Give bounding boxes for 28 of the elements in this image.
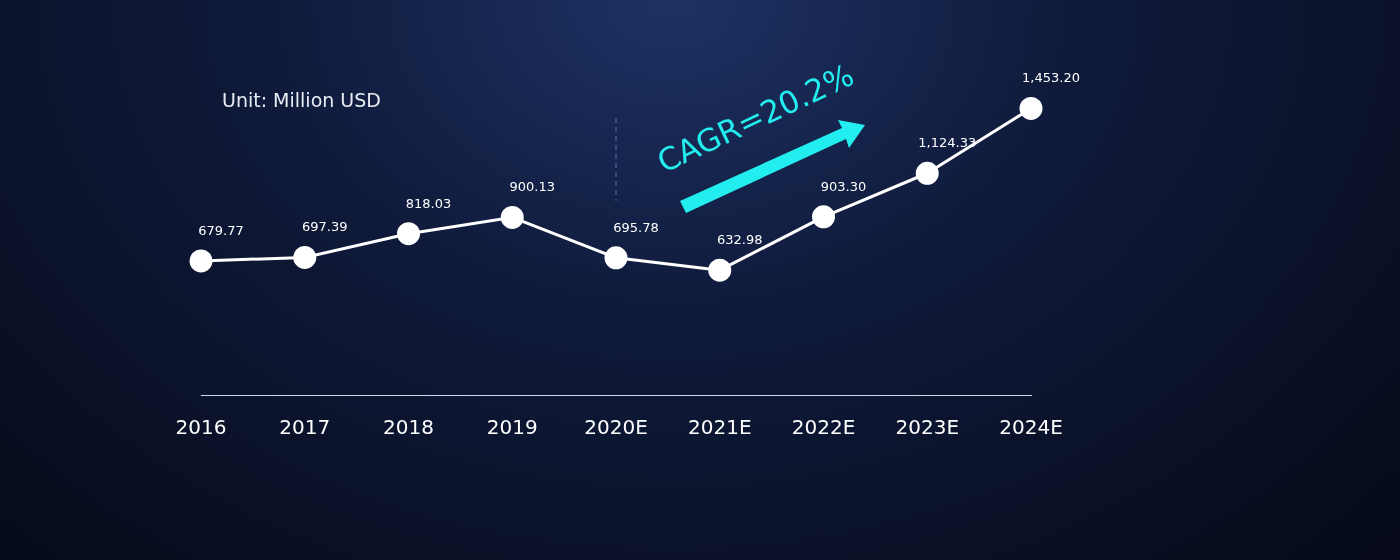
point xyxy=(397,222,420,246)
x-tick-label: 2022E xyxy=(791,415,856,440)
chart-title: Unit: Million USD xyxy=(222,89,381,111)
data-label: 632.98 xyxy=(717,232,763,248)
x-tick-label: 2020E xyxy=(584,415,648,440)
data-label: 1,124.33 xyxy=(918,135,977,151)
point xyxy=(293,245,317,269)
x-tick-label: 2018 xyxy=(383,415,434,440)
x-tick-label: 2016 xyxy=(175,415,227,440)
point xyxy=(189,249,213,273)
x-tick-label: 2023E xyxy=(895,415,960,440)
data-label: 900.13 xyxy=(509,179,555,195)
data-label: 903.30 xyxy=(820,178,867,194)
data-label: 679.77 xyxy=(198,222,244,238)
point xyxy=(812,205,835,229)
data-label: 695.78 xyxy=(613,219,659,235)
point xyxy=(500,205,524,229)
point xyxy=(915,161,939,185)
point xyxy=(708,258,732,282)
data-label: 1,453.20 xyxy=(1022,70,1080,86)
point xyxy=(604,246,628,270)
x-tick-label: 2024E xyxy=(999,415,1063,440)
data-label: 818.03 xyxy=(405,195,452,211)
point xyxy=(1019,96,1043,120)
x-tick-label: 2017 xyxy=(279,415,331,440)
x-tick-label: 2021E xyxy=(687,415,752,440)
x-tick-label: 2019 xyxy=(486,415,538,440)
data-label: 697.39 xyxy=(302,219,348,235)
